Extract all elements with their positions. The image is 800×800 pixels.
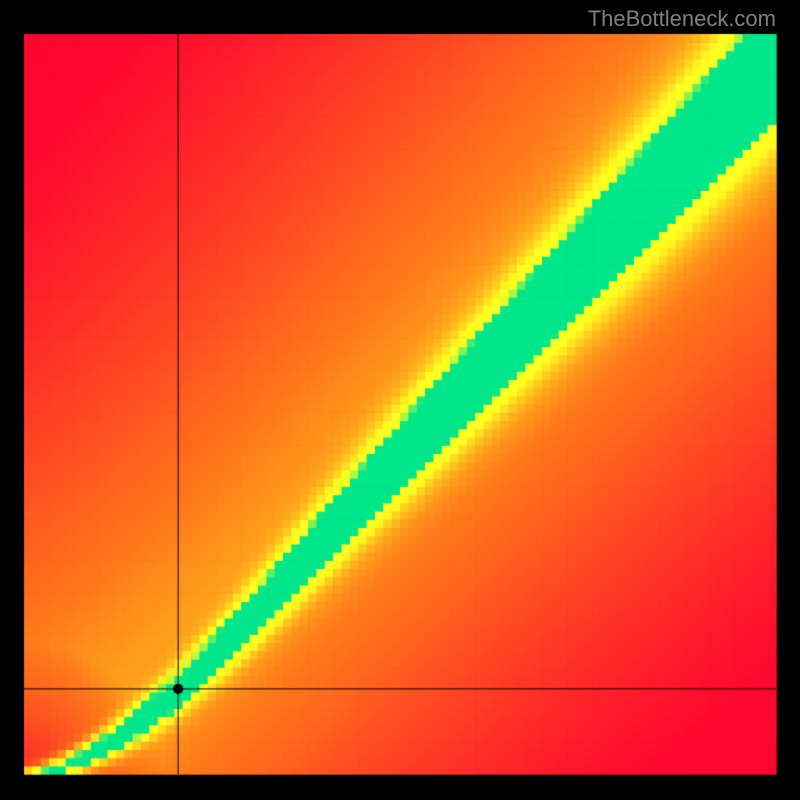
heatmap-canvas <box>0 0 800 800</box>
chart-container: TheBottleneck.com <box>0 0 800 800</box>
watermark-text: TheBottleneck.com <box>588 6 776 32</box>
